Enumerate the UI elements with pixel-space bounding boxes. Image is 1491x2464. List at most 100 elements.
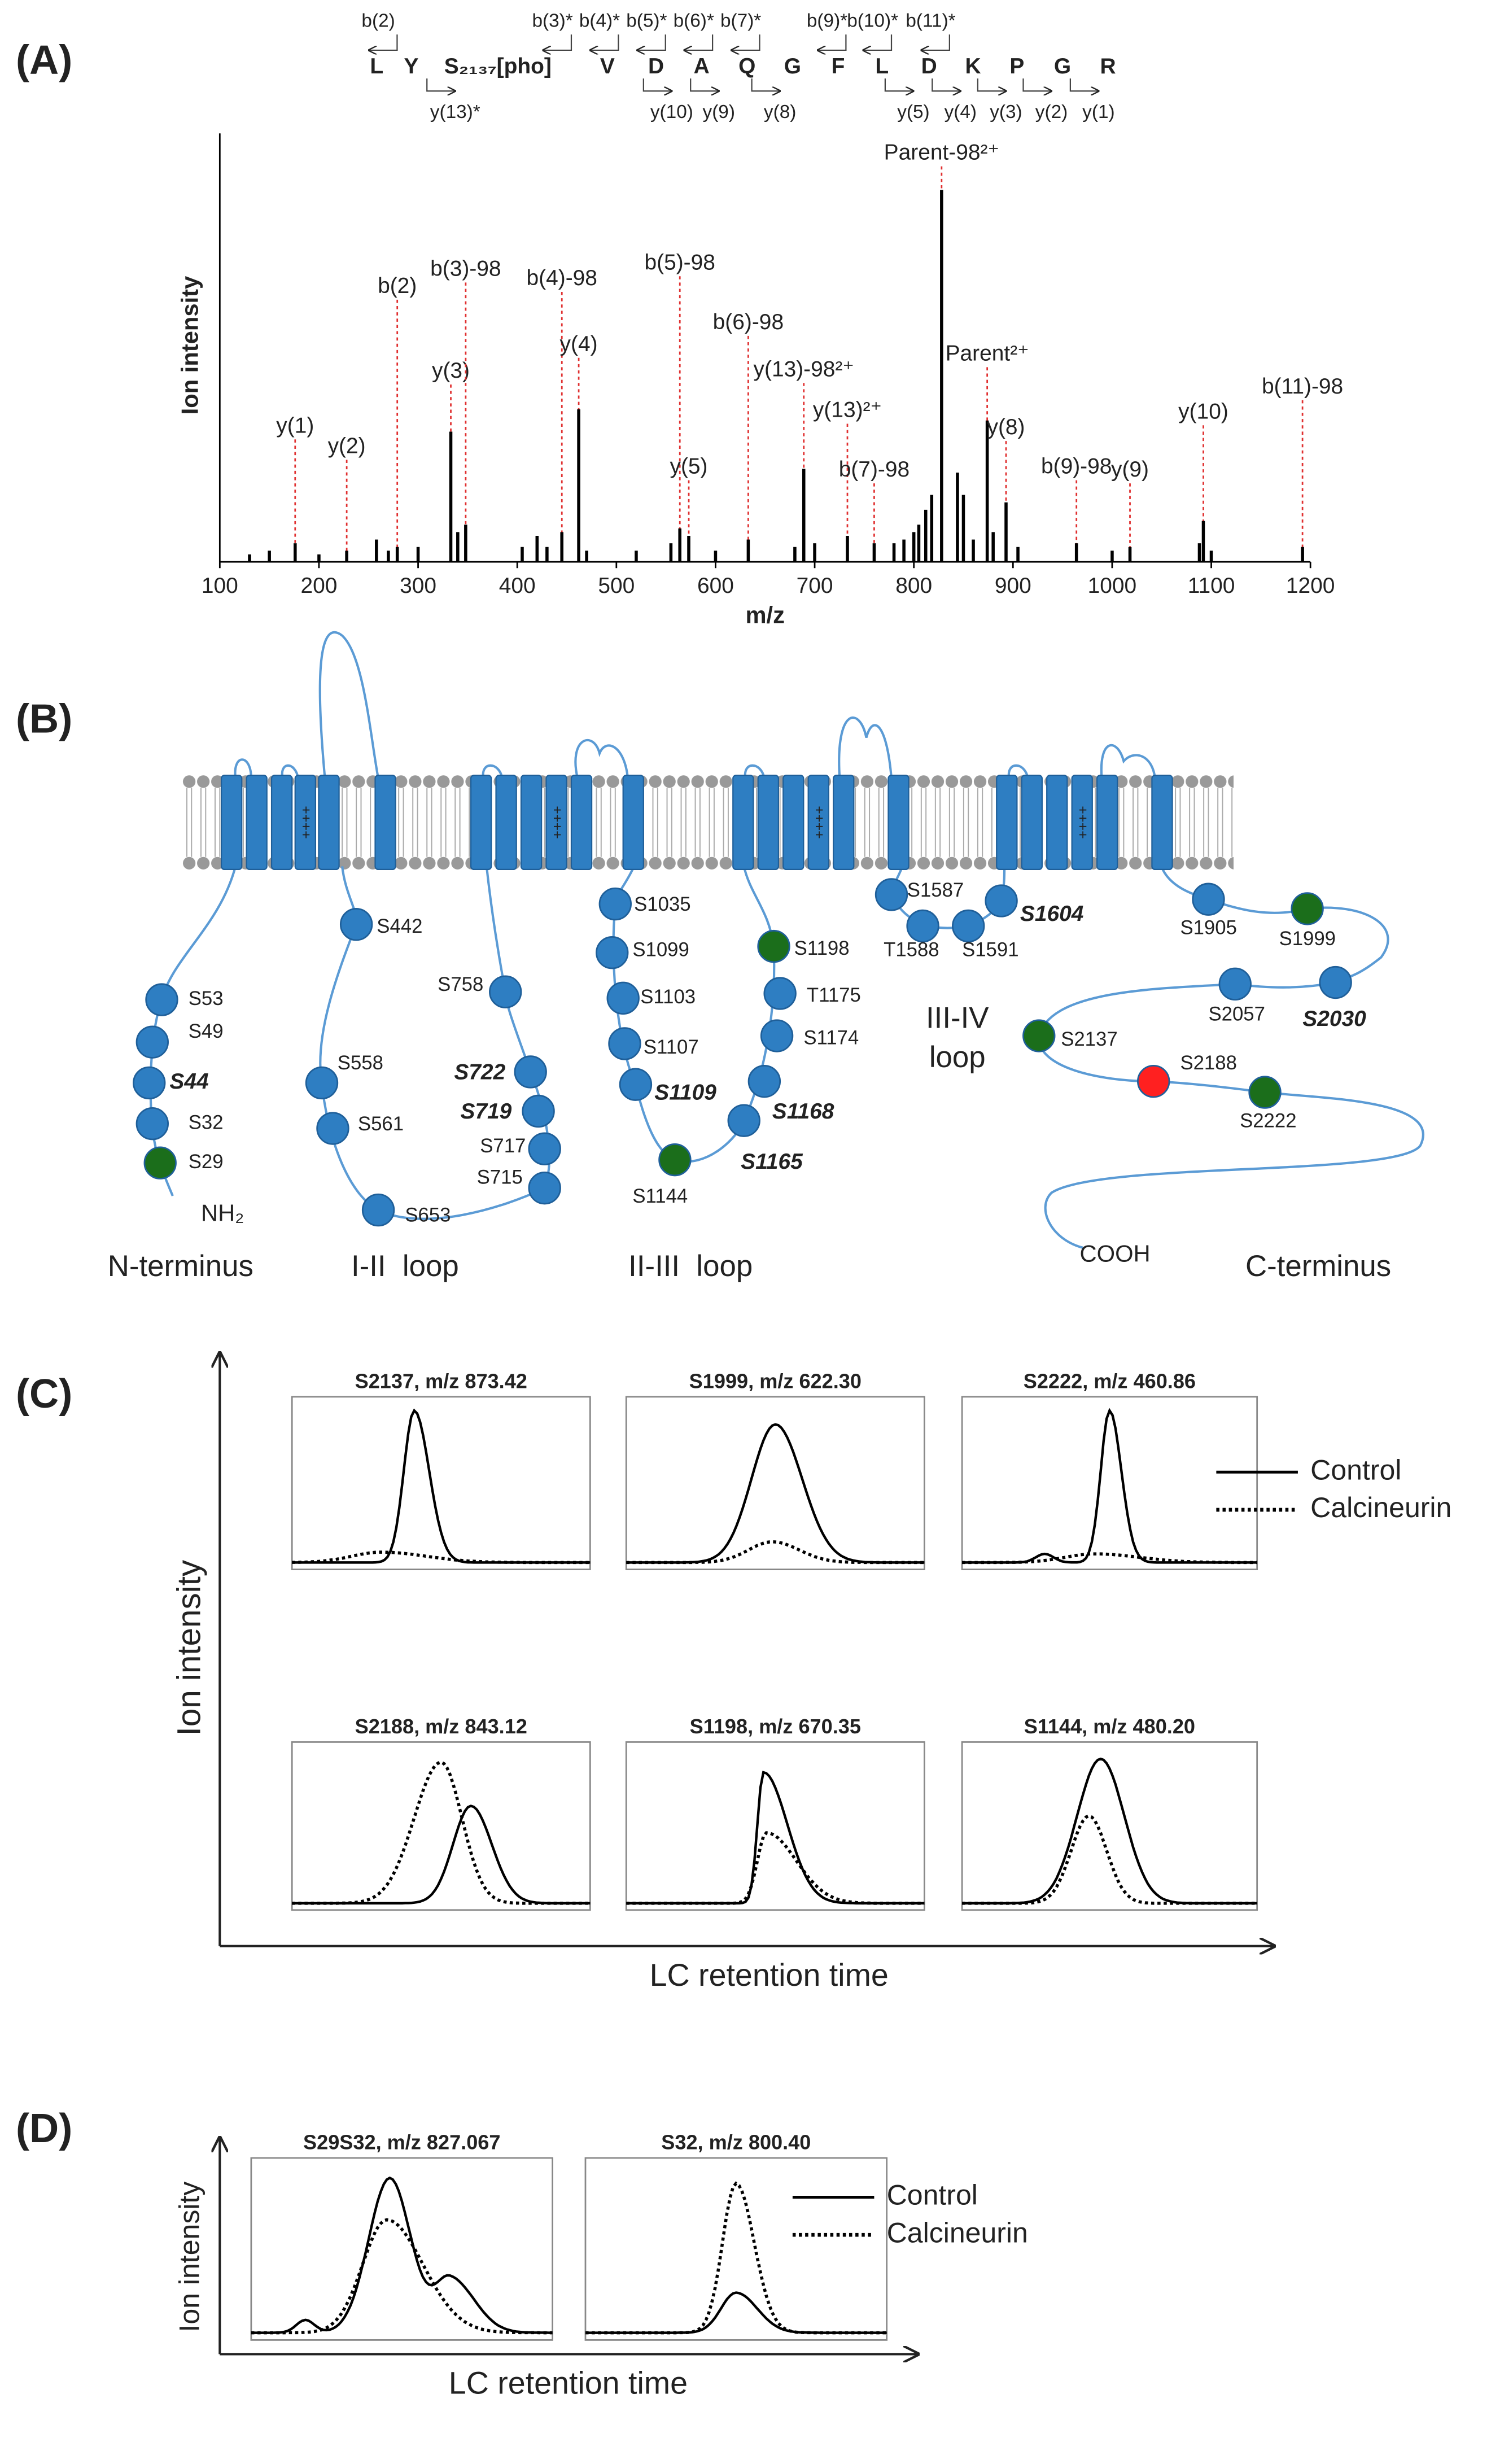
control-trace <box>292 1408 591 1564</box>
helix <box>545 775 567 871</box>
site <box>608 1027 641 1060</box>
site-label: S1905 <box>1180 918 1236 939</box>
b-ion-label: b(11)* <box>906 11 955 32</box>
b-ion-label: b(10)* <box>847 11 898 32</box>
x-tick-label: 400 <box>499 574 536 598</box>
subplot-frame <box>961 1396 1258 1571</box>
legend-label: Calcineurin <box>1310 1492 1451 1523</box>
panel-label: (D) <box>16 2106 72 2151</box>
calcineurin-trace <box>292 1760 591 1905</box>
helices: ++++ ++++ ++++ ++++ <box>220 775 1173 871</box>
site-label: S32 <box>189 1112 224 1133</box>
annotation-label: b(9)-98 <box>1041 455 1112 479</box>
b-ion-bracket <box>369 34 398 50</box>
y-axis-label: Ion intensity <box>171 1559 208 1736</box>
extracellular-loop <box>234 631 380 779</box>
panel-label: (B) <box>16 697 72 742</box>
helix <box>1071 775 1093 871</box>
x-axis-label: m/z <box>745 601 785 628</box>
site-label: S1165 <box>741 1150 803 1174</box>
residue: V <box>600 54 615 78</box>
b-ion-bracket <box>921 34 950 50</box>
annotation-label: Parent-98²⁺ <box>884 141 999 165</box>
subplot-frame <box>291 1396 591 1571</box>
helix <box>246 775 268 871</box>
subplot-title: S1999, m/z 622.30 <box>689 1369 862 1392</box>
region-label: III-IV <box>926 1002 989 1035</box>
residue: A <box>694 54 710 78</box>
site-label: S2030 <box>1302 1007 1366 1031</box>
subplot-title: S2188, m/z 843.12 <box>355 1715 527 1738</box>
subplot-frame <box>250 2157 553 2341</box>
x-tick-label: 700 <box>797 574 833 598</box>
x-tick-label: 500 <box>598 574 635 598</box>
site-label: S53 <box>189 988 224 1010</box>
site-label: S719 <box>460 1099 511 1124</box>
site <box>133 1066 166 1100</box>
site <box>305 1066 339 1100</box>
residue: K <box>965 54 981 78</box>
control-trace <box>962 1408 1257 1564</box>
residue: L <box>875 54 889 78</box>
residue: D <box>648 54 664 78</box>
site <box>1218 967 1252 1001</box>
panel-label: (C) <box>16 1371 72 1417</box>
residue: Q <box>738 54 755 78</box>
helix <box>757 775 779 871</box>
b-ion-bracket <box>590 34 619 50</box>
x-tick-label: 100 <box>202 574 238 598</box>
x-tick-label: 200 <box>300 574 337 598</box>
site <box>757 929 790 963</box>
site <box>606 981 640 1015</box>
b-ion-bracket <box>684 34 714 50</box>
site <box>875 878 908 911</box>
site-label: S2188 <box>1180 1052 1236 1074</box>
helix <box>220 775 243 871</box>
x-tick-label: 1100 <box>1188 574 1235 598</box>
annotation-label: y(5) <box>670 455 708 479</box>
y-ion-label: y(9) <box>703 102 735 123</box>
b-ion-bracket <box>637 34 666 50</box>
site-label: S1035 <box>634 894 690 915</box>
panel-label: (A) <box>16 37 72 82</box>
site-label: T1175 <box>807 985 861 1006</box>
site <box>514 1055 547 1089</box>
annotation-label: y(9) <box>1111 457 1149 482</box>
site-label: S715 <box>477 1167 523 1189</box>
annotation-label: y(13)-98²⁺ <box>754 357 854 381</box>
y-axis-label: Ion intensity <box>174 2182 205 2332</box>
site <box>145 983 178 1016</box>
site-label: S1198 <box>794 938 850 959</box>
y-ion-bracket <box>932 78 960 91</box>
helix <box>807 775 829 871</box>
site-label: S653 <box>405 1204 451 1226</box>
y-ion-bracket <box>884 78 913 91</box>
y-ion-label: y(4) <box>945 102 977 123</box>
helix <box>1151 775 1173 871</box>
y-axis-label: Ion intensity <box>176 276 203 415</box>
y-ion-bracket <box>642 78 672 91</box>
helix <box>1046 775 1068 871</box>
region-label: loop <box>929 1041 986 1074</box>
helix <box>622 775 644 871</box>
site <box>1248 1076 1282 1109</box>
annotation-label: b(2) <box>378 274 417 298</box>
annotation-label: y(10) <box>1178 399 1228 423</box>
y-ion-bracket <box>690 78 719 91</box>
residue: P <box>1009 54 1024 78</box>
helix <box>887 775 910 871</box>
subplot-title: S32, m/z 800.40 <box>661 2131 811 2154</box>
region-label: N-terminus <box>108 1250 253 1283</box>
helix <box>495 775 517 871</box>
site <box>763 977 797 1010</box>
control-trace <box>585 2291 887 2334</box>
residue: D <box>921 54 937 78</box>
site-label: S1099 <box>632 940 689 961</box>
site-label: S717 <box>480 1135 526 1157</box>
site-label: S1144 <box>632 1186 688 1207</box>
site <box>489 975 522 1008</box>
residue: F <box>832 54 845 78</box>
b-ion-label: b(6)* <box>674 11 714 32</box>
annotation-label: b(11)-98 <box>1262 374 1343 399</box>
residue: L <box>370 54 383 78</box>
